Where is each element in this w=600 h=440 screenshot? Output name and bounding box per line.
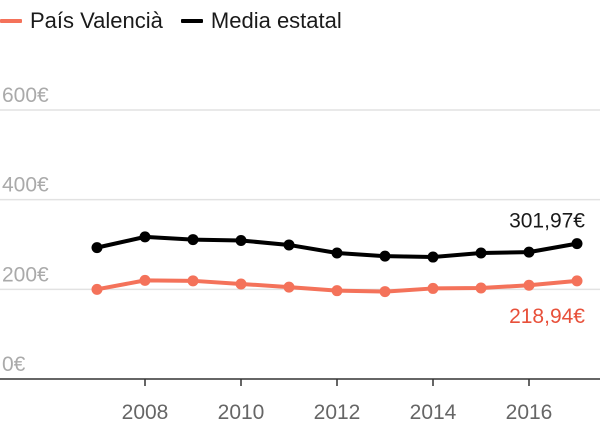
series-point-media-estatal-2007: [91, 242, 103, 254]
x-tick-label-2014: 2014: [410, 401, 457, 424]
y-tick-label-200: 200€: [2, 263, 49, 286]
x-tick-label-2008: 2008: [122, 401, 169, 424]
series-point-media-estatal-2017: [571, 238, 583, 250]
y-tick-label-0: 0€: [2, 353, 26, 376]
legend-item-pais-valencia: País Valencià: [0, 8, 163, 34]
series-point-pa-s-valenci-2017: [571, 275, 583, 287]
end-label-media-estatal: 301,97€: [509, 210, 585, 233]
series-point-media-estatal-2008: [139, 231, 151, 243]
x-tick-label-2010: 2010: [218, 401, 265, 424]
legend-label-pais-valencia: País Valencià: [30, 8, 163, 33]
legend: País Valencià Media estatal: [0, 6, 360, 36]
series-point-media-estatal-2011: [283, 239, 295, 251]
series-point-pa-s-valenci-2009: [187, 275, 199, 287]
x-tick-label-2012: 2012: [314, 401, 361, 424]
y-tick-label-400: 400€: [2, 174, 49, 197]
series-point-media-estatal-2012: [331, 247, 343, 259]
series-point-pa-s-valenci-2015: [475, 282, 487, 294]
end-label-pa-s-valenci: 218,94€: [509, 305, 585, 328]
series-point-pa-s-valenci-2016: [523, 279, 535, 291]
series-point-pa-s-valenci-2007: [91, 283, 103, 295]
series-point-pa-s-valenci-2008: [139, 274, 151, 286]
x-tick-label-2016: 2016: [506, 401, 553, 424]
series-point-pa-s-valenci-2011: [283, 281, 295, 293]
series-point-pa-s-valenci-2012: [331, 285, 343, 297]
legend-swatch-media-estatal: [180, 19, 203, 23]
series-point-pa-s-valenci-2013: [379, 286, 391, 298]
series-point-media-estatal-2016: [523, 246, 535, 258]
legend-label-media-estatal: Media estatal: [210, 8, 342, 33]
legend-item-media-estatal: Media estatal: [180, 8, 342, 34]
series-point-pa-s-valenci-2014: [427, 282, 439, 294]
legend-swatch-pais-valencia: [0, 19, 22, 23]
y-tick-label-600: 600€: [2, 84, 49, 107]
series-point-media-estatal-2013: [379, 250, 391, 262]
series-point-pa-s-valenci-2010: [235, 278, 247, 290]
series-point-media-estatal-2010: [235, 234, 247, 246]
series-point-media-estatal-2009: [187, 234, 199, 246]
series-point-media-estatal-2015: [475, 247, 487, 259]
series-point-media-estatal-2014: [427, 251, 439, 263]
